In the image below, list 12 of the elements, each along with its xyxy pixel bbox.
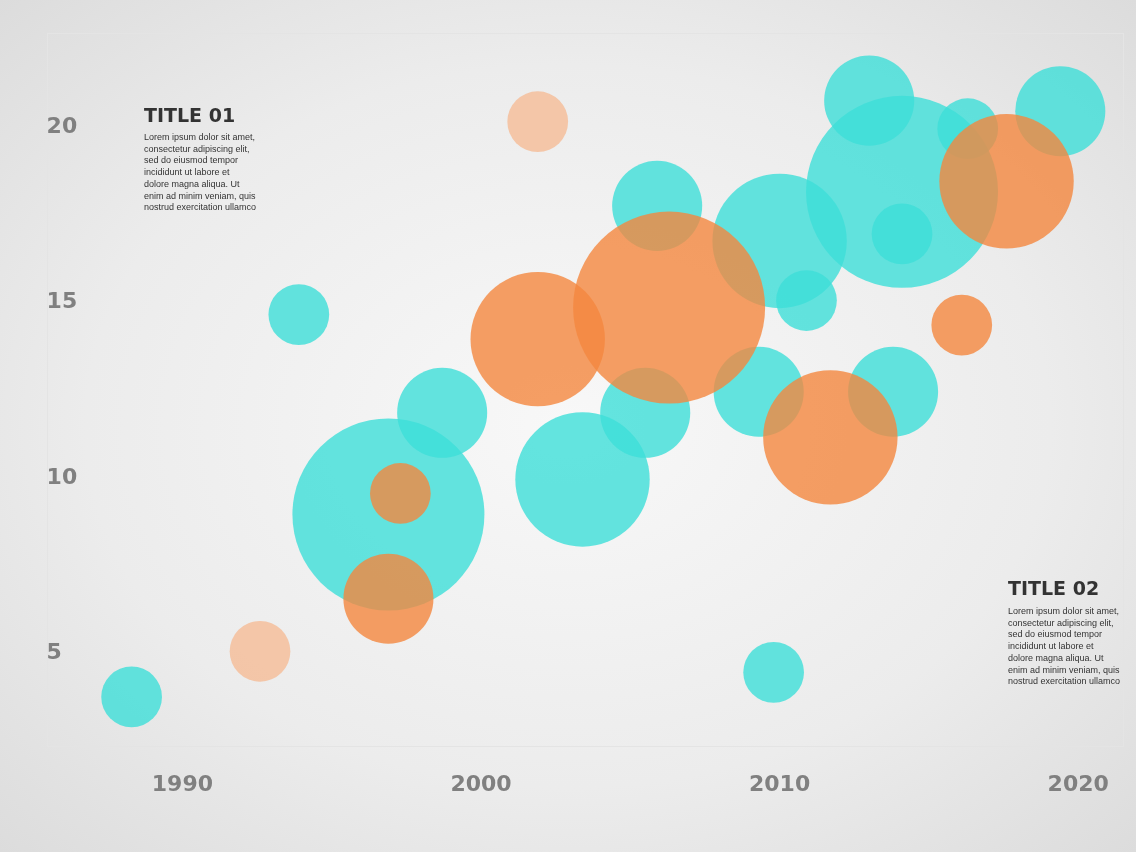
- y-tick-label: 10: [46, 463, 78, 489]
- y-tick-label: 5: [46, 639, 62, 664]
- x-tick-label: 2000: [450, 771, 512, 797]
- x-tick-label: 2020: [1047, 771, 1109, 797]
- x-tick-label: 2010: [748, 771, 811, 797]
- x-tick-label: 1990: [151, 771, 213, 797]
- y-tick-label: 15: [46, 288, 78, 314]
- annotation: TITLE 01: [144, 104, 236, 126]
- y-tick-label: 20: [46, 112, 78, 138]
- annotation: TITLE 02: [1008, 577, 1100, 599]
- annotation: Lorem ipsum dolor sit amet, consectetur adipiscing elit, sed do eiusmod tempor incididunt ut labore et dolore magna aliqua. Ut enim ad minim veniam, quis nostrud exercitation ullamco: [144, 132, 257, 213]
- annotation: Lorem ipsum dolor sit amet, consectetur adipiscing elit, sed do eiusmod tempor incididunt ut labore et dolore magna aliqua. Ut enim ad minim veniam, quis nostrud exercitation ullamco: [1008, 606, 1121, 687]
